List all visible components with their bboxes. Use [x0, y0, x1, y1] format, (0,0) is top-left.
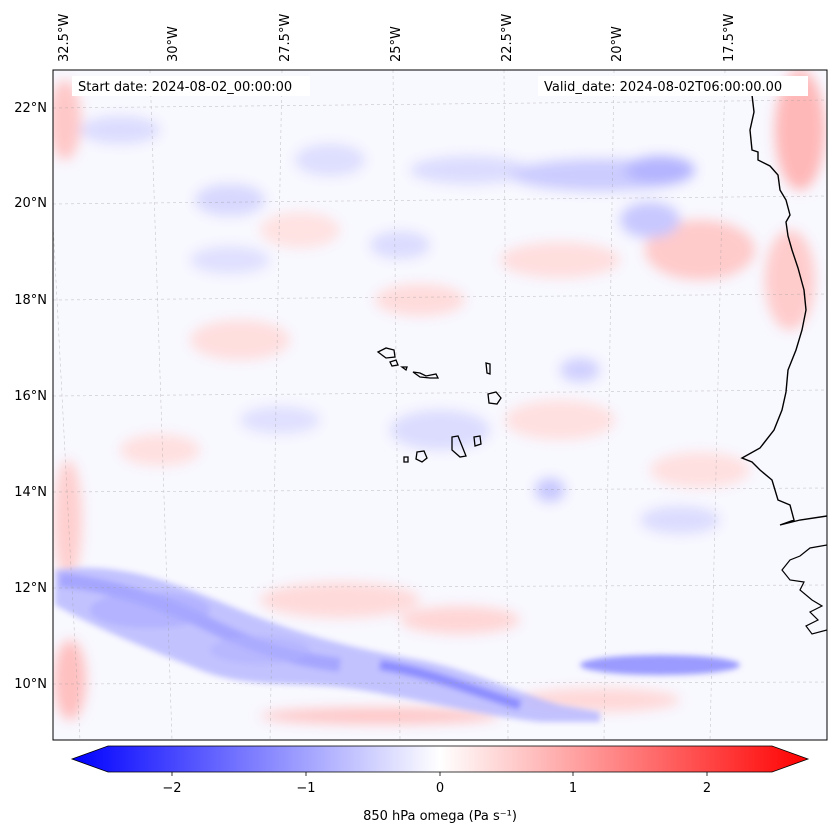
island-boa-vista: [487, 391, 502, 405]
omega-field: [53, 70, 825, 724]
cb-tick-2: 2: [703, 781, 711, 796]
cape-verde-islands: [376, 347, 502, 463]
valid-date-text: Valid_date: 2024-08-02T06:00:00.00: [544, 80, 782, 95]
colorbar-tick-labels: −2 −1 0 1 2: [162, 781, 711, 796]
island-santa-luzia: [400, 366, 408, 372]
guinea-bissau-coast: [781, 544, 827, 635]
start-date-text: Start date: 2024-08-02_00:00:00: [78, 80, 292, 95]
lat-label-16N: 16°N: [14, 389, 47, 404]
island-sao-vicente: [389, 359, 399, 367]
island-sao-nicolau: [412, 371, 440, 379]
colorbar: −2 −1 0 1 2 850 hPa omega (Pa s⁻¹): [70, 745, 810, 824]
annotation-valid-date: Valid_date: 2024-08-02T06:00:00.00: [538, 76, 808, 96]
omega-southern-band: [55, 567, 740, 722]
gridlines: [53, 70, 827, 740]
lat-label-22N: 22°N: [14, 101, 47, 116]
lat-label-14N: 14°N: [14, 485, 47, 500]
lon-label-22.5W: 22.5°W: [500, 14, 515, 62]
longitude-labels: 32.5°W 30°W 27.5°W 25°W 22.5°W 20°W 17.5…: [57, 14, 737, 62]
colorbar-outline: [70, 745, 810, 773]
africa-coastline: [740, 94, 827, 526]
latitude-labels: 22°N 20°N 18°N 16°N 14°N 12°N 10°N: [14, 101, 47, 692]
lon-label-17.5W: 17.5°W: [722, 14, 737, 62]
map-frame: [52, 69, 828, 741]
island-sal: [485, 362, 491, 375]
lat-label-20N: 20°N: [14, 196, 47, 211]
lon-label-20W: 20°W: [610, 26, 625, 62]
lat-label-10N: 10°N: [14, 677, 47, 692]
lon-label-25W: 25°W: [389, 26, 404, 62]
lon-label-27.5W: 27.5°W: [278, 14, 293, 62]
map-panel: Start date: 2024-08-02_00:00:00 Valid_da…: [53, 70, 827, 740]
island-santiago: [451, 435, 467, 458]
lon-label-30W: 30°W: [166, 26, 181, 62]
lat-label-18N: 18°N: [14, 293, 47, 308]
cb-tick-neg2: −2: [162, 781, 181, 796]
island-fogo: [415, 450, 428, 463]
lon-label-32.5W: 32.5°W: [57, 14, 72, 62]
lat-label-12N: 12°N: [14, 581, 47, 596]
island-brava: [403, 456, 409, 463]
colorbar-ticks: [171, 772, 708, 776]
cb-tick-0: 0: [436, 781, 444, 796]
annotation-start-date: Start date: 2024-08-02_00:00:00: [72, 76, 310, 96]
island-maio: [473, 435, 482, 447]
cb-tick-1: 1: [569, 781, 577, 796]
cb-tick-neg1: −1: [296, 781, 315, 796]
island-santo-antao: [376, 347, 396, 359]
colorbar-gradient: [72, 746, 808, 772]
colorbar-label: 850 hPa omega (Pa s⁻¹): [363, 809, 517, 824]
